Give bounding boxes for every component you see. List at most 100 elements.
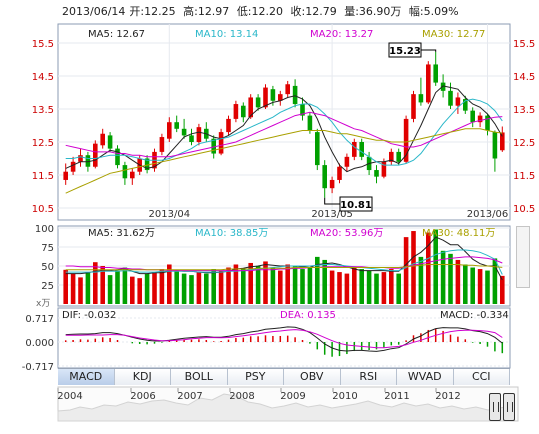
tab-macd[interactable]: MACD: [58, 369, 115, 385]
high-marker-leader: [421, 49, 437, 52]
volume-bar: [122, 267, 128, 304]
candle-body: [226, 118, 231, 133]
price-ma20-line: [65, 111, 503, 158]
volume-bar: [226, 267, 231, 304]
volume-bar: [300, 269, 305, 304]
candle-body: [344, 156, 350, 167]
volume-bar: [485, 270, 490, 304]
price-y-tick-left: 11.5: [32, 171, 54, 182]
price-panel: 15.5 15.5 14.5 14.5 13.5 13.5 12.5 12.5 11.5 11.5…: [32, 39, 536, 220]
candle-body: [359, 142, 364, 157]
ma10-label: MA10: 13.14: [195, 29, 258, 40]
candle-body: [329, 179, 335, 189]
dea-line: [65, 329, 503, 349]
volume-bar: [285, 264, 290, 304]
candle-body: [485, 115, 490, 131]
price-y-tick-left: 13.5: [32, 105, 54, 116]
candle-body: [93, 143, 98, 167]
quote-date: 2013/06/14: [62, 5, 126, 18]
volume-bar: [174, 270, 179, 304]
volume-bar: [344, 273, 350, 304]
vol-ma30-label: MA30: 48.11万: [422, 228, 495, 239]
range-left-handle[interactable]: [489, 393, 501, 421]
volume-bar: [241, 269, 246, 304]
timeline-year-label: 2004: [57, 391, 82, 402]
price-ma5-line: [65, 85, 503, 173]
candle-body: [389, 151, 394, 162]
low-marker-text: 10.81: [340, 200, 372, 211]
quote-open: 开:12.25: [129, 5, 176, 18]
side-scrollbar[interactable]: [516, 226, 530, 288]
volume-bar: [403, 237, 409, 304]
low-marker-box: [339, 196, 373, 212]
tab-kdj[interactable]: KDJ: [114, 369, 171, 385]
volume-bar: [359, 269, 364, 304]
price-ma10-line: [65, 98, 503, 166]
candle-body: [292, 85, 298, 105]
tab-obv[interactable]: OBV: [284, 369, 341, 385]
candle-body: [85, 155, 91, 167]
low-marker-leader: [324, 197, 340, 205]
volume-bar: [418, 256, 424, 304]
range-right-handle[interactable]: [503, 393, 515, 421]
volume-bar: [315, 256, 320, 304]
volume-bar: [366, 270, 372, 304]
price-y-tick-right: 10.5: [513, 204, 535, 215]
volume-unit: x万: [36, 299, 50, 309]
high-marker-text: 15.23: [389, 46, 421, 57]
volume-y-tick: 25: [41, 281, 54, 292]
candle-body: [440, 82, 446, 91]
volume-bar: [159, 269, 165, 304]
candle-body: [426, 64, 431, 103]
candle-body: [278, 94, 283, 101]
macd-y-tick: 0.717: [25, 314, 54, 325]
candle-body: [196, 127, 202, 142]
macd-panel: 0.717 0.000 -0.717: [22, 314, 504, 373]
volume-bar: [270, 267, 276, 304]
vol-ma20-label: MA20: 53.96万: [310, 228, 383, 239]
candle-body: [352, 142, 357, 157]
vol-ma10-label: MA10: 38.85万: [195, 228, 268, 239]
volume-bar: [233, 264, 239, 304]
candle-body: [403, 118, 409, 162]
volume-bar: [93, 262, 98, 304]
candle-body: [115, 148, 120, 166]
candle-body: [300, 104, 305, 116]
volume-bar: [396, 273, 401, 304]
timeline-sparkline: [57, 393, 511, 422]
volume-bar: [433, 229, 438, 304]
volume-bar: [463, 264, 468, 304]
candle-body: [492, 132, 498, 159]
volume-ma20-line: [65, 256, 503, 272]
candle-body: [189, 135, 194, 142]
price-y-tick-right: 14.5: [513, 72, 535, 83]
candle-body: [174, 122, 179, 129]
macd-y-tick: -0.717: [22, 362, 54, 373]
quote-close: 收:12.79: [290, 5, 337, 18]
tab-psy[interactable]: PSY: [227, 369, 284, 385]
volume-bar: [211, 269, 216, 304]
timeline-year-label: 2008: [229, 391, 254, 402]
candle-body: [63, 171, 68, 180]
candle-body: [477, 115, 483, 123]
dif-line: [65, 326, 503, 352]
volume-bar: [381, 272, 387, 304]
timeline-year-label: 2011: [384, 391, 409, 402]
tab-wvad[interactable]: WVAD: [397, 369, 454, 385]
candle-body: [322, 165, 327, 189]
candle-body: [500, 132, 505, 151]
candle-body: [285, 84, 290, 95]
candle-body: [248, 97, 253, 118]
price-y-tick-right: 13.5: [513, 105, 535, 116]
candle-body: [211, 138, 216, 154]
volume-bar: [352, 267, 357, 304]
tab-rsi[interactable]: RSI: [340, 369, 397, 385]
tab-cci[interactable]: CCI: [453, 369, 510, 385]
tab-boll[interactable]: BOLL: [171, 369, 228, 385]
volume-panel: 100 75 50 25: [35, 224, 505, 304]
quote-volume: 量:36.90万: [344, 5, 402, 18]
volume-bar: [70, 273, 76, 304]
volume-bar: [137, 278, 142, 304]
candle-body: [107, 135, 113, 149]
